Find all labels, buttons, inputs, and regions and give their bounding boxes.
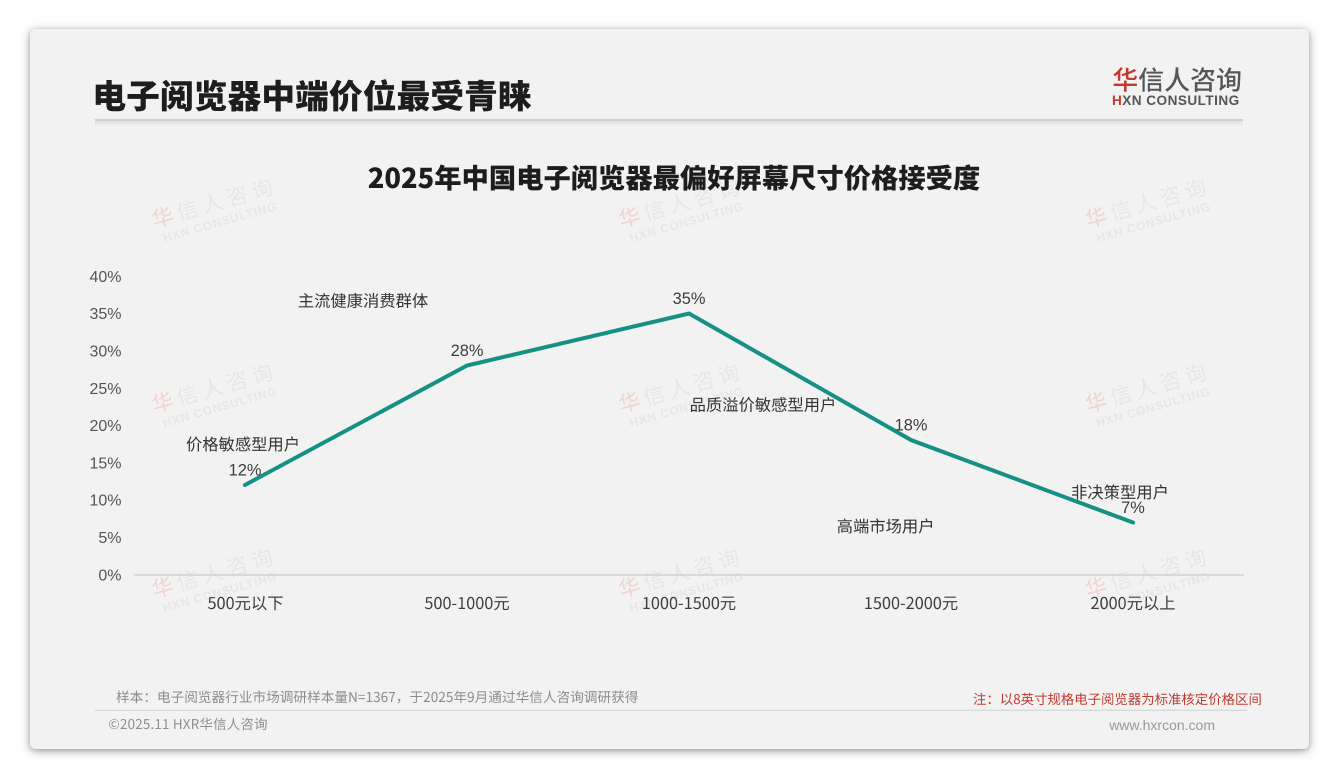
svg-text:15%: 15%: [89, 455, 121, 472]
svg-text:12%: 12%: [229, 461, 262, 479]
svg-text:35%: 35%: [673, 290, 706, 308]
svg-text:20%: 20%: [89, 418, 121, 435]
svg-text:28%: 28%: [451, 342, 484, 360]
svg-text:40%: 40%: [89, 269, 121, 286]
svg-text:5%: 5%: [98, 530, 121, 547]
svg-text:7%: 7%: [1121, 499, 1145, 517]
svg-text:HXN CONSULTING: HXN CONSULTING: [1112, 93, 1240, 108]
svg-text:35%: 35%: [89, 306, 121, 323]
svg-text:25%: 25%: [89, 381, 121, 398]
svg-text:18%: 18%: [895, 416, 928, 434]
svg-text:10%: 10%: [89, 493, 121, 510]
svg-text:30%: 30%: [89, 344, 121, 361]
svg-text:0%: 0%: [98, 567, 121, 584]
svg-text:www.hxrcon.com: www.hxrcon.com: [1108, 717, 1215, 733]
